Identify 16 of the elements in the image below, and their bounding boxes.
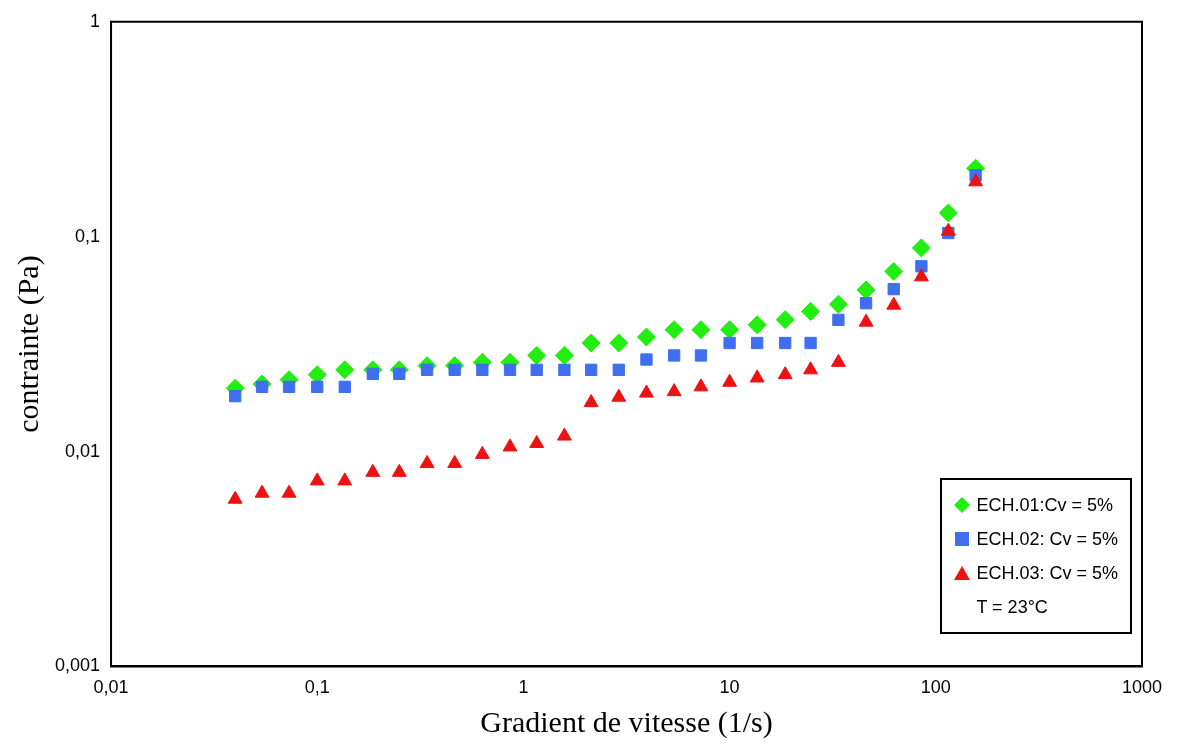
y-tick-label: 1	[90, 10, 101, 31]
y-tick-label: 0,01	[65, 440, 101, 461]
x-axis-title: Gradient de vitesse (1/s)	[480, 704, 773, 739]
x-tick-label: 0,01	[93, 677, 129, 698]
y-tick-label: 0,001	[55, 655, 101, 676]
x-tick-label: 1	[518, 677, 529, 698]
legend-label: ECH.03: Cv = 5%	[976, 562, 1118, 584]
x-tick-label: 10	[719, 677, 740, 698]
x-tick-label: 0,1	[304, 677, 330, 698]
y-axis-title: contrainte (Pa)	[10, 255, 45, 433]
x-tick-label: 1000	[1121, 677, 1163, 698]
legend-label: ECH.02: Cv = 5%	[976, 528, 1118, 550]
y-tick-label: 0,1	[75, 225, 101, 246]
annotation: T = 23°C	[976, 596, 1048, 618]
x-tick-label: 100	[920, 677, 951, 698]
legend-label: ECH.01:Cv = 5%	[976, 494, 1113, 516]
